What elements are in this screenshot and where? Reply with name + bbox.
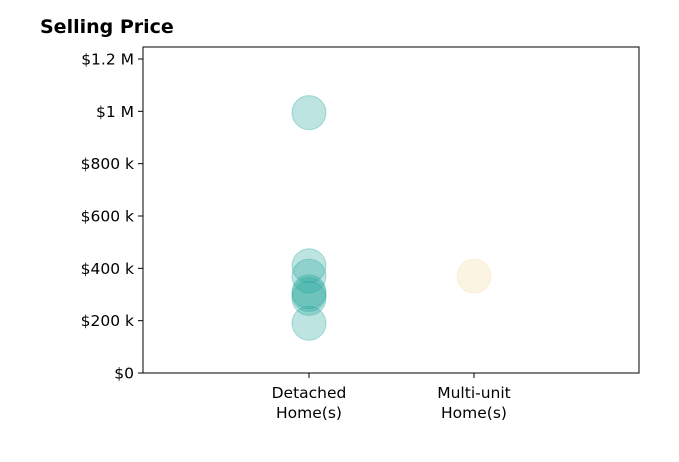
data-point [291,274,327,310]
data-point [456,258,492,294]
y-tick-label: $1 M [96,103,134,121]
x-tick-label: Home(s) [441,404,507,422]
x-tick-label: Detached [272,384,347,402]
x-axis: Detached Home(s) Multi-unit Home(s) [272,373,511,422]
y-tick-label: $1.2 M [81,51,134,69]
x-tick-label: Home(s) [276,404,342,422]
y-tick-label: $600 k [81,208,134,226]
y-tick-label: $800 k [81,155,134,173]
y-tick-label: $400 k [81,260,134,278]
data-point [291,280,327,316]
y-tick-label: $200 k [81,312,134,330]
data-point [291,248,327,284]
y-tick-label: $0 [114,365,134,383]
points-layer [291,95,492,341]
data-point [291,305,327,341]
x-tick-label: Multi-unit [437,384,511,402]
chart-title: Selling Price [40,16,174,38]
data-point [291,95,327,131]
data-point [291,258,327,294]
data-point [291,277,327,312]
y-axis: $0 $200 k $400 k $600 k $800 k $1 M $1.2 M [81,51,143,383]
plot-frame [142,46,640,374]
